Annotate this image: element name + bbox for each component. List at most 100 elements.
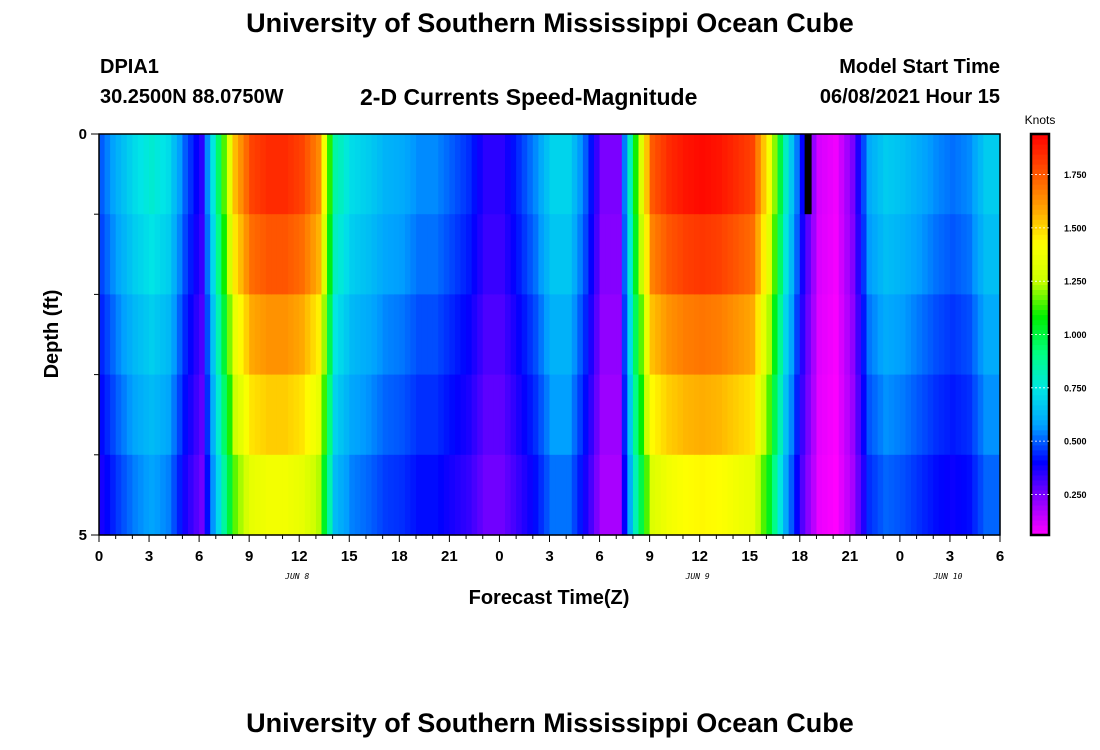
heatmap-cell (916, 454, 923, 536)
heatmap-cell (165, 214, 172, 295)
heatmap-cell (315, 134, 323, 215)
heatmap-cell (994, 134, 1001, 215)
heatmap-cell (766, 214, 773, 295)
heatmap-cell (332, 134, 339, 215)
heatmap-cell (388, 294, 395, 376)
heatmap-cell (582, 374, 590, 456)
heatmap-cell (499, 454, 506, 536)
heatmap-cell (677, 374, 684, 456)
heatmap-cell (466, 294, 473, 376)
heatmap-cell (933, 374, 940, 456)
heatmap-cell (260, 454, 267, 536)
colorbar-segment (1031, 524, 1049, 531)
heatmap-cell (605, 374, 612, 456)
heatmap-cell (822, 454, 829, 536)
heatmap-cell (660, 294, 667, 376)
heatmap-cell (265, 294, 273, 376)
heatmap-cell (872, 134, 879, 215)
heatmap-cell (994, 374, 1001, 456)
heatmap-cell (493, 374, 501, 456)
heatmap-cell (727, 374, 734, 456)
heatmap-cell (872, 374, 879, 456)
heatmap-cell (99, 454, 106, 536)
heatmap-cell (538, 454, 545, 536)
heatmap-cell (666, 374, 673, 456)
heatmap-cell (566, 214, 573, 295)
heatmap-cell (382, 134, 389, 215)
date-label: JUN 10 (932, 572, 962, 581)
heatmap-cell (655, 294, 662, 376)
heatmap-cell (599, 134, 606, 215)
heatmap-cell (221, 454, 228, 536)
heatmap-cell (377, 214, 384, 295)
heatmap-cell (816, 134, 823, 215)
heatmap-cell (894, 294, 901, 376)
heatmap-cell (710, 294, 717, 376)
heatmap-cell (949, 294, 957, 376)
heatmap-cell (733, 214, 740, 295)
heatmap-cell (243, 454, 250, 536)
heatmap-cell (671, 294, 679, 376)
heatmap-cell (688, 134, 695, 215)
heatmap-cell (827, 374, 834, 456)
heatmap-cell (911, 134, 918, 215)
heatmap-cell (955, 214, 962, 295)
x-tick-label: 18 (391, 548, 408, 565)
x-tick-label: 15 (741, 548, 758, 565)
heatmap-cell (182, 134, 189, 215)
heatmap-cell (616, 294, 623, 376)
heatmap-cell (349, 134, 356, 215)
heatmap-cell (983, 374, 990, 456)
heatmap-cell (582, 214, 590, 295)
heatmap-cell (738, 214, 745, 295)
heatmap-cell (688, 214, 695, 295)
heatmap-cell (571, 294, 578, 376)
heatmap-cell (894, 214, 901, 295)
heatmap-cell (938, 214, 945, 295)
heatmap-cell (549, 134, 556, 215)
heatmap-cell (682, 134, 690, 215)
heatmap-cell (349, 214, 356, 295)
heatmap-cell (132, 374, 139, 456)
heatmap-cell (710, 454, 717, 536)
heatmap-cell (399, 214, 406, 295)
heatmap-cell (299, 134, 306, 215)
heatmap-cell (860, 294, 868, 376)
colorbar-segment (1031, 389, 1049, 396)
heatmap-cell (321, 454, 328, 536)
heatmap-cell (288, 214, 295, 295)
colorbar-segment (1031, 219, 1049, 225)
heatmap-cell (733, 374, 740, 456)
heatmap-cell (260, 134, 267, 215)
heatmap-cell (844, 374, 851, 456)
heatmap-cell (243, 374, 250, 456)
heatmap-cell (727, 134, 734, 215)
heatmap-cell (249, 214, 256, 295)
date-label: JUN 9 (685, 572, 710, 581)
heatmap-cell (822, 214, 829, 295)
heatmap-cell (855, 214, 862, 295)
heatmap-cell (238, 374, 245, 456)
heatmap-cell (883, 214, 890, 295)
heatmap-cell (276, 374, 284, 456)
y-tick-label: 5 (79, 527, 87, 544)
colorbar-segment (1031, 399, 1049, 406)
heatmap-cell (154, 294, 161, 376)
heatmap-cell (638, 214, 645, 295)
heatmap-cell (160, 374, 167, 456)
heatmap-cell (365, 454, 373, 536)
heatmap-cell (132, 294, 139, 376)
heatmap-cell (543, 374, 551, 456)
heatmap-cell (872, 294, 879, 376)
heatmap-cell (193, 374, 200, 456)
heatmap-cell (588, 454, 595, 536)
heatmap-cell (143, 214, 150, 295)
heatmap-cell (171, 214, 178, 295)
colorbar-segment (1031, 149, 1049, 155)
heatmap-cell (605, 214, 612, 295)
heatmap-cell (416, 134, 423, 215)
heatmap-cell (421, 214, 428, 295)
heatmap-cell (610, 374, 617, 456)
heatmap-cell (616, 454, 623, 536)
heatmap-cell (137, 454, 145, 536)
